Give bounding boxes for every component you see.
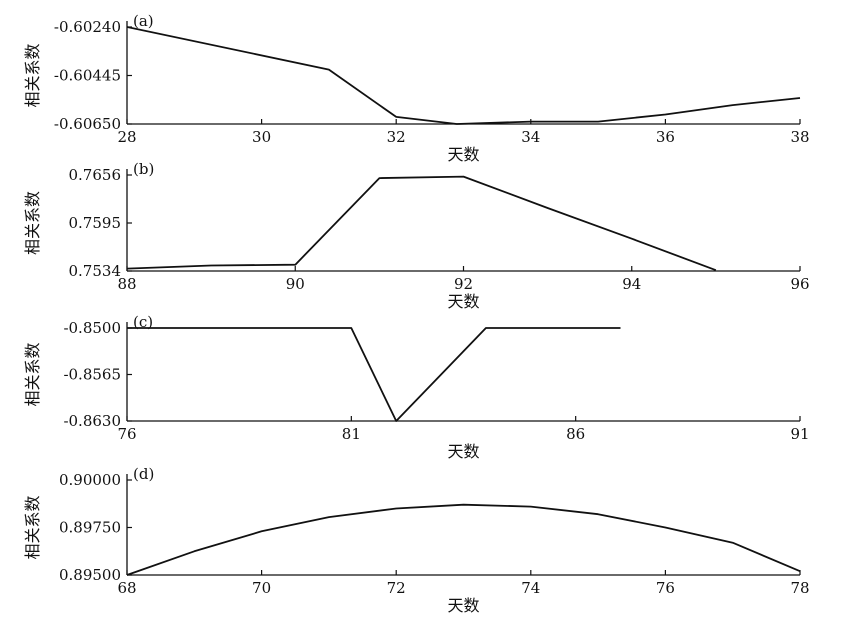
chart-panel-2: 88 90 92 94 96 0.7656 0.7595 0.7534 (b) 天数 相关系数	[23, 160, 810, 311]
y-axis-label: 相关系数	[23, 191, 42, 255]
x-axis-label: 天数	[447, 145, 479, 164]
x-tick-label: 72	[387, 579, 406, 597]
panel-label: (b)	[133, 160, 154, 178]
x-tick-label: 34	[521, 128, 540, 146]
chart-panel-3: 76 81 86 91 -0.8500 -0.8565 -0.8630 (c) 天数 相关系数	[23, 313, 810, 461]
chart-panel-4: 68 70 72 74 76 78 0.90000 0.89750 0.89500 (d) 天数 相关…	[23, 465, 810, 615]
y-tick-label: -0.8565	[63, 366, 121, 384]
x-axis-label: 天数	[447, 596, 479, 615]
y-tick-label: -0.8500	[63, 319, 121, 337]
x-tick-label: 76	[656, 579, 675, 597]
y-tick-label: 0.7534	[69, 262, 122, 280]
y-tick-label: 0.7656	[69, 166, 122, 184]
y-tick-label: -0.8630	[63, 412, 121, 430]
panel-label: (c)	[133, 313, 153, 331]
series-line-1	[126, 175, 717, 272]
series-line-1	[127, 327, 621, 422]
x-tick-label: 90	[286, 275, 305, 293]
x-tick-label: 81	[342, 425, 361, 443]
x-tick-label: 32	[387, 128, 406, 146]
chart-panel-1: 28 30 32 34 36 38 -0.60240 -0.60445 -0.60650 (a) 天…	[23, 12, 810, 164]
x-tick-label: 96	[790, 275, 809, 293]
x-tick-label: 78	[790, 579, 809, 597]
series-line-1	[126, 26, 801, 125]
x-axis-label: 天数	[447, 442, 479, 461]
x-tick-label: 68	[117, 579, 136, 597]
x-tick-label: 74	[521, 579, 540, 597]
x-tick-label: 86	[566, 425, 585, 443]
x-tick-label: 91	[790, 425, 809, 443]
y-axis-label: 相关系数	[23, 342, 42, 406]
x-tick-label: 92	[454, 275, 473, 293]
y-tick-label: -0.60240	[54, 18, 121, 36]
series-line-1	[126, 503, 801, 576]
panel-label: (a)	[133, 12, 154, 30]
y-tick-label: 0.7595	[69, 214, 122, 232]
x-axis-label: 天数	[447, 292, 479, 311]
x-tick-label: 28	[117, 128, 136, 146]
y-tick-label: -0.60445	[54, 67, 121, 85]
x-tick-label: 88	[117, 275, 136, 293]
y-tick-label: -0.60650	[54, 115, 121, 133]
y-tick-label: 0.89500	[59, 566, 121, 584]
x-tick-label: 94	[622, 275, 641, 293]
y-axis-label: 相关系数	[23, 495, 42, 559]
x-tick-label: 70	[252, 579, 271, 597]
panel-label: (d)	[133, 465, 154, 483]
x-tick-label: 76	[117, 425, 136, 443]
x-tick-label: 38	[790, 128, 809, 146]
x-tick-label: 30	[252, 128, 271, 146]
y-axis-label: 相关系数	[23, 43, 42, 107]
y-tick-label: 0.89750	[59, 519, 121, 537]
x-tick-label: 36	[656, 128, 675, 146]
y-tick-label: 0.90000	[59, 471, 121, 489]
